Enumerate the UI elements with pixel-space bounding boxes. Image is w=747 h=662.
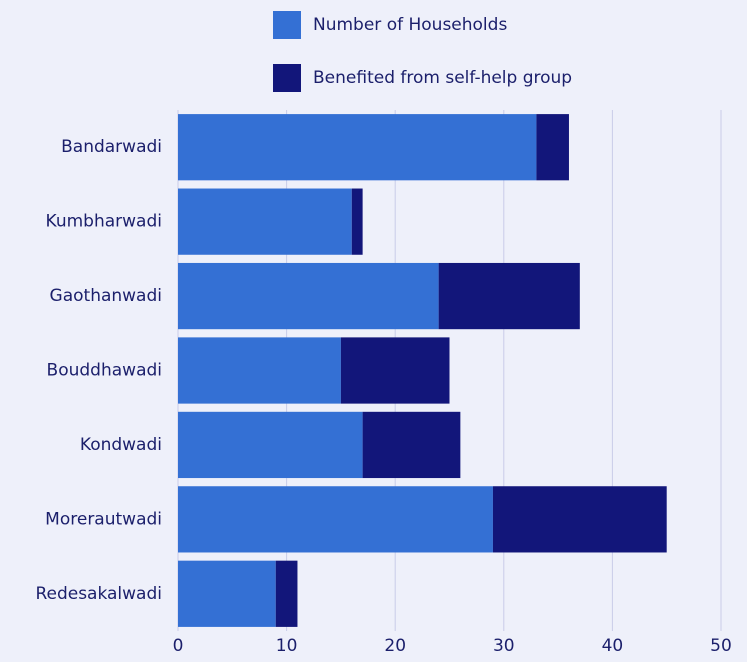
legend-swatch bbox=[273, 64, 301, 92]
x-tick-label: 0 bbox=[173, 636, 184, 656]
x-tick-label: 30 bbox=[493, 636, 515, 656]
bar-segment bbox=[178, 486, 493, 553]
x-tick-label: 10 bbox=[276, 636, 298, 656]
bar-segment bbox=[438, 262, 580, 330]
bar-segment bbox=[178, 114, 537, 181]
bar-segment bbox=[492, 486, 667, 553]
bar-segment bbox=[340, 337, 450, 404]
bar-segment bbox=[178, 188, 352, 255]
bar-segment bbox=[178, 560, 276, 627]
bar-segment bbox=[275, 560, 298, 627]
x-tick-label: 50 bbox=[710, 636, 732, 656]
bar-segment bbox=[178, 337, 341, 404]
x-tick-label: 40 bbox=[602, 636, 624, 656]
x-tick-label: 20 bbox=[384, 636, 406, 656]
bar-segment bbox=[536, 114, 569, 181]
legend-label: Benefited from self-help group bbox=[313, 68, 572, 88]
legend-swatch bbox=[273, 11, 301, 39]
legend-label: Number of Households bbox=[313, 15, 507, 35]
y-tick-label: Bouddhawadi bbox=[47, 361, 162, 381]
bar-segment bbox=[178, 262, 439, 330]
bar-segment bbox=[178, 411, 363, 479]
bar-segment bbox=[351, 188, 363, 255]
y-tick-label: Morerautwadi bbox=[45, 509, 162, 529]
y-tick-label: Bandarwadi bbox=[61, 137, 162, 157]
y-tick-label: Redesakalwadi bbox=[35, 584, 162, 604]
y-tick-label: Gaothanwadi bbox=[50, 286, 162, 306]
bar-segment bbox=[362, 411, 461, 479]
y-tick-label: Kondwadi bbox=[80, 435, 162, 455]
y-tick-label: Kumbharwadi bbox=[46, 212, 162, 232]
